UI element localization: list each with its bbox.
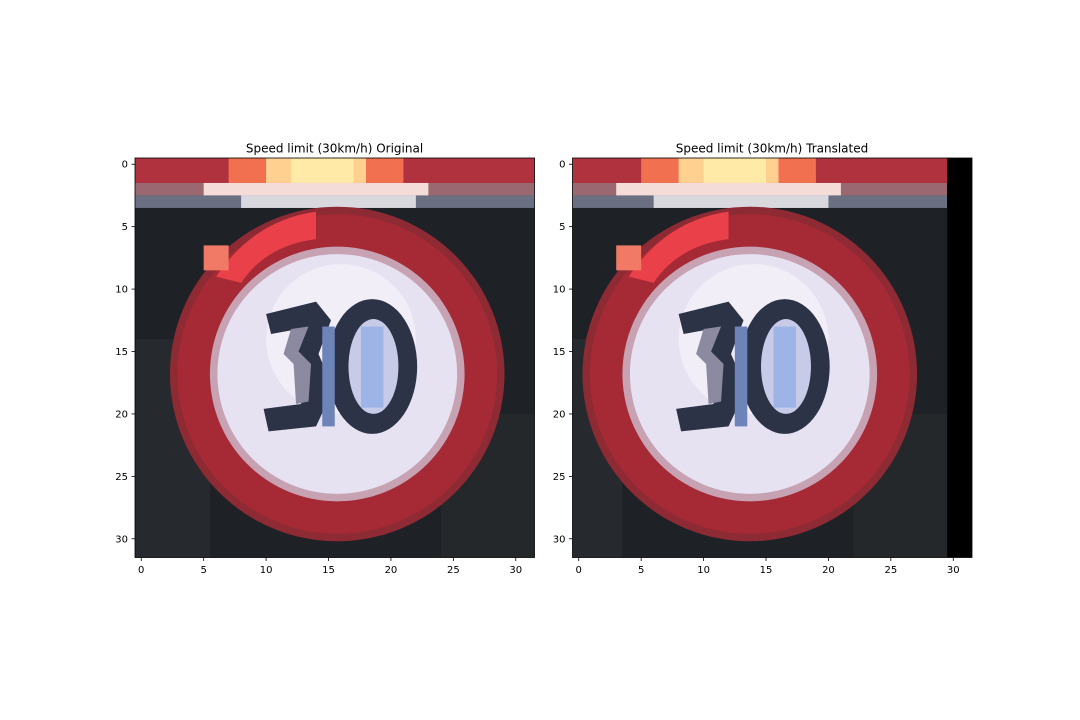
- y-tick-label: 0: [122, 160, 128, 171]
- sign-image: [572, 158, 972, 558]
- panel-original: Speed limit (30km/h) Original 0 5 10 15 20 25…: [115, 142, 535, 576]
- x-tick-label: 20: [822, 565, 835, 576]
- y-tick-label: 15: [115, 347, 128, 358]
- x-tick-label: 10: [697, 565, 710, 576]
- x-tick-label: 30: [509, 565, 522, 576]
- x-tick-label: 25: [884, 565, 897, 576]
- x-tick-label: 15: [760, 565, 773, 576]
- y-tick-label: 10: [553, 285, 566, 296]
- axis-ticks: 0 5 10 15 20 25 30 0 5 10 15 20 25 30: [553, 160, 960, 576]
- panel-title: Speed limit (30km/h) Original: [246, 142, 423, 156]
- y-tick-label: 25: [115, 472, 128, 483]
- x-tick-label: 20: [385, 565, 398, 576]
- panel-translated: Speed limit (30km/h) Translated 0 5 10 15 20…: [553, 142, 973, 576]
- x-tick-label: 15: [322, 565, 335, 576]
- y-tick-label: 25: [553, 472, 566, 483]
- y-tick-label: 30: [115, 534, 128, 545]
- x-tick-label: 5: [200, 565, 206, 576]
- axes-frame: [134, 157, 535, 558]
- y-tick-label: 5: [559, 222, 565, 233]
- y-tick-label: 10: [115, 285, 128, 296]
- x-tick-label: 10: [260, 565, 273, 576]
- black-padding: [947, 158, 972, 558]
- y-tick-label: 30: [553, 534, 566, 545]
- x-tick-label: 30: [947, 565, 960, 576]
- panel-title: Speed limit (30km/h) Translated: [676, 142, 868, 156]
- x-tick-label: 25: [447, 565, 460, 576]
- y-tick-label: 0: [559, 160, 565, 171]
- x-tick-label: 5: [638, 565, 644, 576]
- axis-ticks: 0 5 10 15 20 25 30 0 5 10 15 20 25 30: [115, 160, 522, 576]
- x-tick-label: 0: [138, 565, 144, 576]
- y-tick-label: 15: [553, 347, 566, 358]
- sign-image: [135, 158, 535, 558]
- x-tick-label: 0: [576, 565, 582, 576]
- y-tick-label: 20: [553, 409, 566, 420]
- y-tick-label: 5: [122, 222, 128, 233]
- axes-frame: [572, 157, 973, 558]
- y-tick-label: 20: [115, 409, 128, 420]
